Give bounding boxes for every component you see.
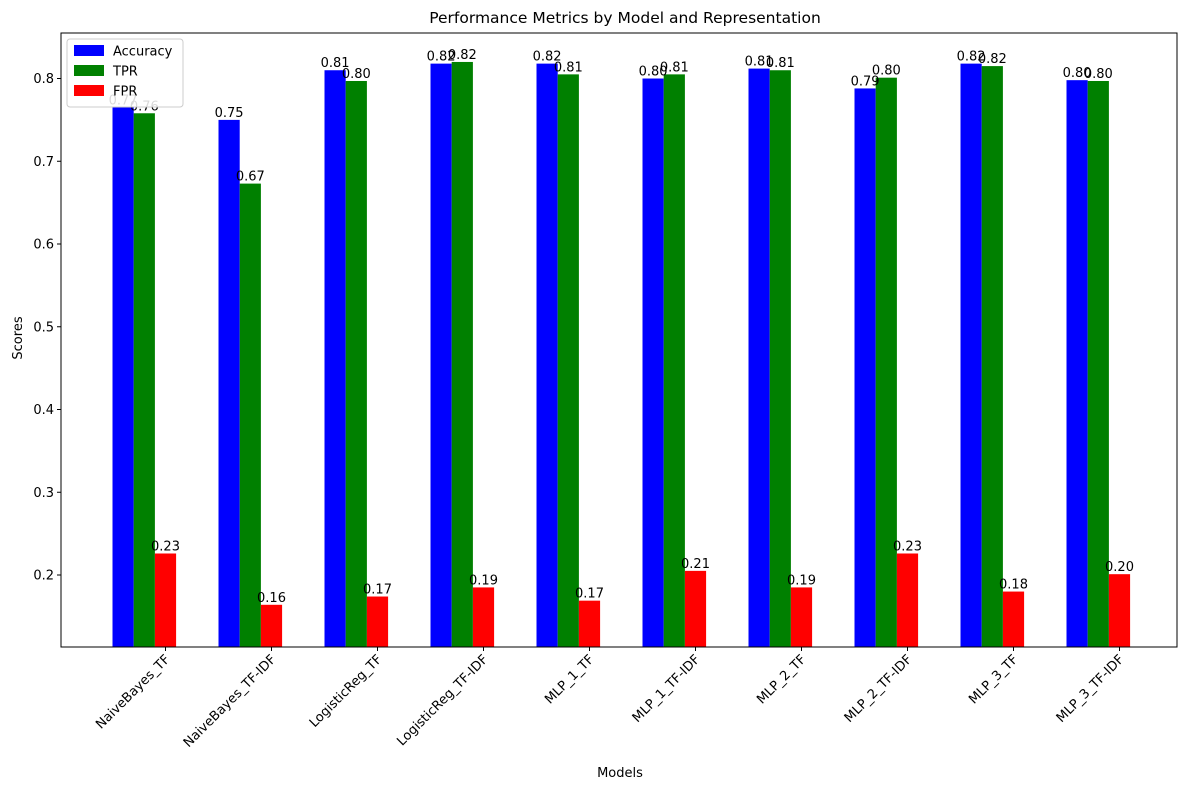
y-tick-label-1: 0.2 xyxy=(33,569,54,584)
data-label-fpr-3: 0.17 xyxy=(363,583,392,598)
data-label-accuracy-2: 0.75 xyxy=(215,106,244,121)
legend-swatch-tpr xyxy=(74,65,104,76)
bar-fpr-9 xyxy=(1002,591,1025,647)
data-labels-layer: 0.770.750.810.820.820.800.810.790.820.80… xyxy=(109,48,1134,606)
bar-accuracy-2 xyxy=(218,119,240,647)
bar-tpr-4 xyxy=(451,61,473,647)
data-label-accuracy-9: 0.82 xyxy=(957,50,986,65)
legend: Accuracy TPR FPR xyxy=(66,38,184,108)
data-label-accuracy-3: 0.81 xyxy=(321,56,350,71)
x-tick-label-5: MLP_1_TF xyxy=(542,652,597,707)
bar-tpr-5 xyxy=(557,74,579,648)
bar-fpr-2 xyxy=(260,604,283,647)
bar-accuracy-5 xyxy=(536,63,558,648)
x-axis-label: Models xyxy=(597,766,643,781)
data-label-fpr-1: 0.23 xyxy=(151,539,180,554)
data-label-fpr-5: 0.17 xyxy=(575,587,604,602)
bar-accuracy-4 xyxy=(430,63,452,648)
legend-swatch-fpr xyxy=(74,85,104,96)
data-label-tpr-7: 0.81 xyxy=(766,56,795,71)
data-label-tpr-9: 0.82 xyxy=(978,52,1007,67)
legend-swatch-accuracy xyxy=(74,45,104,56)
data-label-tpr-8: 0.80 xyxy=(872,64,901,79)
bar-tpr-2 xyxy=(239,183,261,647)
bar-fpr-4 xyxy=(472,587,495,647)
bar-accuracy-10 xyxy=(1066,80,1088,648)
y-tick-label-6: 0.7 xyxy=(33,155,54,170)
bar-accuracy-9 xyxy=(960,63,982,648)
data-label-fpr-9: 0.18 xyxy=(999,578,1028,593)
y-tick-label-7: 0.8 xyxy=(33,72,54,87)
bar-fpr-5 xyxy=(578,600,601,647)
bar-accuracy-8 xyxy=(854,88,876,647)
bar-fpr-3 xyxy=(366,596,389,647)
data-label-fpr-2: 0.16 xyxy=(257,591,286,606)
bar-fpr-8 xyxy=(896,553,919,647)
bar-tpr-8 xyxy=(875,77,897,648)
data-label-tpr-6: 0.81 xyxy=(660,60,689,75)
bar-accuracy-3 xyxy=(324,70,346,648)
x-tick-label-1: NaiveBayes_TF xyxy=(93,652,173,732)
x-tick-label-7: MLP_2_TF xyxy=(754,652,809,707)
x-tick-label-10: MLP_3_TF-IDF xyxy=(1054,652,1128,726)
data-label-fpr-4: 0.19 xyxy=(469,573,498,588)
x-tick-label-6: MLP_1_TF-IDF xyxy=(630,652,704,726)
bar-fpr-7 xyxy=(790,587,813,647)
y-tick-label-5: 0.6 xyxy=(33,238,54,253)
y-tick-label-4: 0.5 xyxy=(33,320,54,335)
x-tick-label-3: LogisticReg_TF xyxy=(307,652,386,731)
chart-title: Performance Metrics by Model and Represe… xyxy=(429,9,821,27)
data-label-tpr-2: 0.67 xyxy=(236,170,265,185)
plot-frame xyxy=(60,32,1178,648)
bar-accuracy-7 xyxy=(748,68,770,647)
y-axis-label: Scores xyxy=(11,316,26,359)
data-label-accuracy-7: 0.81 xyxy=(745,55,774,70)
data-label-accuracy-6: 0.80 xyxy=(639,65,668,80)
data-label-accuracy-4: 0.82 xyxy=(427,50,456,65)
x-tick-label-4: LogisticReg_TF-IDF xyxy=(394,652,491,749)
bar-tpr-10 xyxy=(1087,80,1109,648)
data-label-fpr-8: 0.23 xyxy=(893,539,922,554)
bar-tpr-7 xyxy=(769,70,791,648)
x-tick-label-8: MLP_2_TF-IDF xyxy=(842,652,916,726)
x-tick-label-2: NaiveBayes_TF-IDF xyxy=(181,652,279,750)
bar-tpr-3 xyxy=(345,80,367,648)
data-label-tpr-10: 0.80 xyxy=(1084,67,1113,82)
data-label-tpr-5: 0.81 xyxy=(554,60,583,75)
bar-tpr-9 xyxy=(981,66,1003,648)
bar-fpr-10 xyxy=(1108,574,1131,647)
data-label-accuracy-5: 0.82 xyxy=(533,50,562,65)
y-tick-label-3: 0.4 xyxy=(33,403,54,418)
bar-accuracy-6 xyxy=(642,78,664,647)
data-label-tpr-3: 0.80 xyxy=(342,67,371,82)
legend-label-accuracy: Accuracy xyxy=(113,45,173,60)
legend-label-tpr: TPR xyxy=(112,65,138,80)
data-label-fpr-6: 0.21 xyxy=(681,557,710,572)
data-label-accuracy-8: 0.79 xyxy=(851,74,880,89)
bar-fpr-1 xyxy=(154,553,177,647)
legend-label-fpr: FPR xyxy=(113,85,137,100)
x-tick-label-9: MLP_3_TF xyxy=(966,652,1021,707)
data-label-fpr-7: 0.19 xyxy=(787,573,816,588)
bar-tpr-6 xyxy=(663,74,685,648)
bars-layer xyxy=(112,61,1131,648)
data-label-tpr-4: 0.82 xyxy=(448,48,477,63)
bar-accuracy-1 xyxy=(112,107,134,648)
bar-fpr-6 xyxy=(684,570,707,647)
bar-tpr-1 xyxy=(133,113,155,647)
y-tick-label-2: 0.3 xyxy=(33,486,54,501)
data-label-fpr-10: 0.20 xyxy=(1105,560,1134,575)
data-label-accuracy-10: 0.80 xyxy=(1063,66,1092,81)
